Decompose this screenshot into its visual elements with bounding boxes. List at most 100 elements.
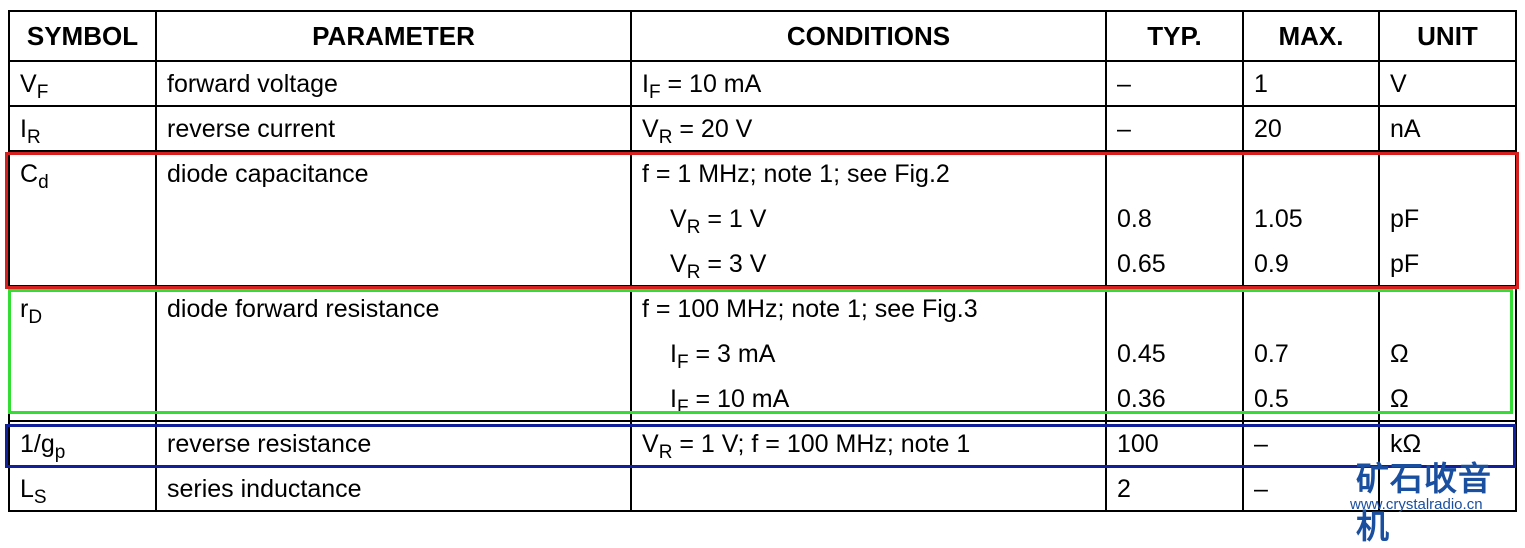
table-cell: LS xyxy=(8,467,157,512)
symbol: 1/gp xyxy=(20,422,65,467)
header-label: MAX. xyxy=(1278,21,1344,51)
table-cell: SYMBOL xyxy=(8,10,157,62)
table-cell: 20 xyxy=(1244,107,1380,152)
condition: IF = 10 mA xyxy=(670,377,789,422)
text-segment: V xyxy=(642,430,659,458)
table-cell: 1.05 0.9 xyxy=(1244,152,1380,287)
condition: IF = 3 mA xyxy=(670,332,775,377)
spec-table: SYMBOL PARAMETER CONDITIONS TYP. MAX. UNIT VF f… xyxy=(8,10,1517,512)
max-value: 0.9 xyxy=(1254,250,1289,278)
typ-value: – xyxy=(1117,70,1131,98)
table-cell: TYP. xyxy=(1107,10,1244,62)
table-cell: – xyxy=(1244,467,1380,512)
unit-value: pF xyxy=(1390,205,1420,233)
table-cell: V xyxy=(1380,62,1517,107)
text-segment: V xyxy=(670,250,687,278)
text-segment: 1/g xyxy=(20,430,55,458)
header-label: UNIT xyxy=(1417,21,1478,51)
unit-value: kΩ xyxy=(1390,430,1422,458)
text-segment: f = 100 MHz; note 1; see Fig.3 xyxy=(642,295,978,323)
subscript: R xyxy=(26,127,41,148)
condition: VR = 20 V xyxy=(642,107,752,152)
table-cell: 0.7 0.5 xyxy=(1244,287,1380,422)
text-segment: = 3 mA xyxy=(688,340,776,368)
subscript: F xyxy=(648,82,661,103)
text-segment: V xyxy=(20,70,37,98)
typ-value: 100 xyxy=(1117,430,1159,458)
text-segment: f = 1 MHz; note 1; see Fig.2 xyxy=(642,160,950,188)
header-label: SYMBOL xyxy=(26,21,139,51)
table-cell: f = 100 MHz; note 1; see Fig.3 IF = 3 mA I… xyxy=(632,287,1107,422)
condition: f = 100 MHz; note 1; see Fig.3 xyxy=(642,287,978,332)
max-value: – xyxy=(1254,475,1268,503)
header-label: PARAMETER xyxy=(312,21,475,51)
table-cell xyxy=(1380,467,1517,512)
page: SYMBOL PARAMETER CONDITIONS TYP. MAX. UNIT VF f… xyxy=(5,10,1519,545)
unit-value: pF xyxy=(1390,250,1420,278)
text-segment: = 3 V xyxy=(700,250,767,278)
text-segment: V xyxy=(642,115,659,143)
text-segment: = 20 V xyxy=(672,115,753,143)
table-cell: VR = 20 V xyxy=(632,107,1107,152)
max-value: 0.7 xyxy=(1254,340,1289,368)
parameter: diode capacitance xyxy=(167,160,369,188)
text-segment: = 10 mA xyxy=(660,70,762,98)
text-segment: I xyxy=(670,385,677,413)
text-segment: C xyxy=(20,160,39,188)
text-segment: L xyxy=(20,475,34,503)
symbol: rD xyxy=(20,287,42,332)
condition: IF = 10 mA xyxy=(642,62,761,107)
condition: VR = 3 V xyxy=(670,242,766,287)
subscript: p xyxy=(54,442,66,463)
typ-value: – xyxy=(1117,115,1131,143)
subscript: R xyxy=(686,217,701,238)
max-value: 20 xyxy=(1254,115,1282,143)
highlight-green xyxy=(8,289,1513,414)
typ-value: 0.8 xyxy=(1117,205,1152,233)
table-frame xyxy=(8,10,1517,12)
header-label: CONDITIONS xyxy=(786,21,951,51)
subscript: R xyxy=(658,442,673,463)
text-segment: r xyxy=(20,295,29,323)
table-cell: diode capacitance xyxy=(157,152,632,287)
text-segment: I xyxy=(20,115,27,143)
parameter: reverse resistance xyxy=(167,430,372,458)
subscript: F xyxy=(36,82,49,103)
table-cell: – xyxy=(1107,62,1244,107)
symbol: LS xyxy=(20,467,47,512)
subscript: D xyxy=(28,307,43,328)
table-cell: forward voltage xyxy=(157,62,632,107)
unit-value: Ω xyxy=(1390,385,1409,413)
max-value: 0.5 xyxy=(1254,385,1289,413)
table-cell: VF xyxy=(8,62,157,107)
unit-value: V xyxy=(1390,70,1407,98)
parameter: diode forward resistance xyxy=(167,295,440,323)
table-cell xyxy=(632,467,1107,512)
watermark-url: www.crystalradio.cn xyxy=(1350,496,1483,513)
text-segment: = 10 mA xyxy=(688,385,790,413)
subscript: d xyxy=(38,172,49,193)
table-cell: 2 xyxy=(1107,467,1244,512)
table-cell: MAX. xyxy=(1244,10,1380,62)
text-segment: = 1 V xyxy=(700,205,767,233)
table-cell: 0.45 0.36 xyxy=(1107,287,1244,422)
condition: VR = 1 V xyxy=(670,197,766,242)
table-cell: PARAMETER xyxy=(157,10,632,62)
table-cell: – xyxy=(1107,107,1244,152)
subscript: F xyxy=(676,352,689,373)
subscript: R xyxy=(686,262,701,283)
text-segment: = 1 V; f = 100 MHz; note 1 xyxy=(672,430,971,458)
table-cell: reverse current xyxy=(157,107,632,152)
table-cell: diode forward resistance xyxy=(157,287,632,422)
parameter: reverse current xyxy=(167,115,336,143)
max-value: – xyxy=(1254,430,1268,458)
unit-value: nA xyxy=(1390,115,1421,143)
table-cell: 1 xyxy=(1244,62,1380,107)
parameter: forward voltage xyxy=(167,70,338,98)
typ-value: 0.45 xyxy=(1117,340,1166,368)
text-segment: V xyxy=(670,205,687,233)
max-value: 1 xyxy=(1254,70,1268,98)
table-cell: series inductance xyxy=(157,467,632,512)
table-cell: IR xyxy=(8,107,157,152)
